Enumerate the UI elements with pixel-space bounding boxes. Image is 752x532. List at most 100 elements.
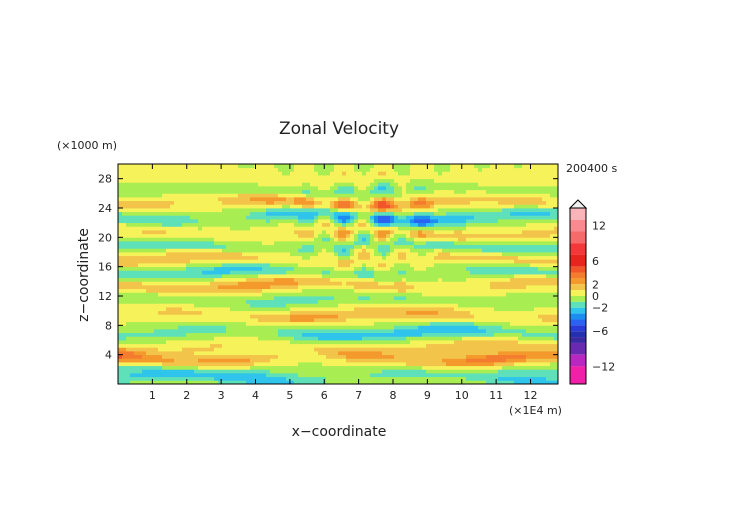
field-cell <box>442 373 447 378</box>
field-cell <box>230 365 235 370</box>
field-cell <box>258 193 263 198</box>
field-cell <box>298 182 303 187</box>
field-cell <box>358 270 363 275</box>
field-cell <box>138 288 143 293</box>
field-cell <box>130 354 135 359</box>
field-cell <box>394 230 399 235</box>
field-cell <box>446 310 451 315</box>
field-cell <box>214 277 219 282</box>
field-cell <box>342 347 347 352</box>
field-cell <box>270 222 275 227</box>
field-cell <box>238 248 243 253</box>
field-cell <box>198 277 203 282</box>
field-cell <box>274 208 279 213</box>
field-cell <box>262 230 267 235</box>
field-cell <box>218 307 223 312</box>
field-cell <box>126 233 131 238</box>
field-cell <box>190 329 195 334</box>
field-cell <box>226 314 231 319</box>
field-cell <box>290 259 295 264</box>
field-cell <box>390 299 395 304</box>
field-cell <box>426 285 431 290</box>
field-cell <box>422 285 427 290</box>
field-cell <box>214 307 219 312</box>
field-cell <box>270 376 275 381</box>
field-cell <box>206 226 211 231</box>
field-cell <box>258 270 263 275</box>
field-cell <box>378 175 383 180</box>
field-cell <box>246 354 251 359</box>
field-cell <box>186 292 191 297</box>
field-cell <box>198 270 203 275</box>
field-cell <box>234 274 239 279</box>
field-cell <box>426 329 431 334</box>
field-cell <box>178 321 183 326</box>
field-cell <box>438 219 443 224</box>
field-cell <box>258 281 263 286</box>
field-cell <box>218 233 223 238</box>
field-cell <box>326 226 331 231</box>
field-cell <box>134 193 139 198</box>
field-cell <box>446 252 451 257</box>
field-cell <box>150 171 155 176</box>
field-cell <box>154 178 159 183</box>
field-cell <box>442 365 447 370</box>
field-cell <box>126 296 131 301</box>
field-cell <box>434 175 439 180</box>
field-cell <box>142 197 147 202</box>
field-cell <box>214 274 219 279</box>
field-cell <box>174 226 179 231</box>
field-cell <box>394 263 399 268</box>
field-cell <box>234 281 239 286</box>
field-cell <box>442 186 447 191</box>
field-cell <box>366 376 371 381</box>
field-cell <box>266 226 271 231</box>
field-cell <box>270 186 275 191</box>
field-cell <box>334 351 339 356</box>
field-cell <box>418 369 423 374</box>
field-cell <box>394 362 399 367</box>
field-cell <box>138 329 143 334</box>
field-cell <box>410 252 415 257</box>
field-cell <box>210 347 215 352</box>
field-cell <box>262 332 267 337</box>
field-cell <box>170 369 175 374</box>
field-cell <box>186 178 191 183</box>
field-cell <box>202 189 207 194</box>
field-cell <box>194 292 199 297</box>
field-cell <box>358 252 363 257</box>
field-cell <box>398 193 403 198</box>
field-cell <box>310 200 315 205</box>
field-cell <box>314 347 319 352</box>
field-cell <box>198 343 203 348</box>
field-cell <box>438 270 443 275</box>
field-cell <box>390 343 395 348</box>
field-cell <box>182 318 187 323</box>
field-cell <box>406 182 411 187</box>
field-cell <box>162 215 167 220</box>
field-cell <box>190 200 195 205</box>
field-cell <box>274 347 279 352</box>
field-cell <box>158 211 163 216</box>
field-cell <box>170 365 175 370</box>
field-cell <box>134 365 139 370</box>
field-cell <box>282 358 287 363</box>
field-cell <box>154 369 159 374</box>
field-cell <box>166 182 171 187</box>
field-cell <box>306 285 311 290</box>
field-cell <box>358 248 363 253</box>
field-cell <box>230 292 235 297</box>
field-cell <box>442 369 447 374</box>
field-cell <box>442 310 447 315</box>
field-cell <box>198 347 203 352</box>
field-cell <box>218 186 223 191</box>
field-cell <box>274 314 279 319</box>
field-cell <box>374 197 379 202</box>
field-cell <box>382 292 387 297</box>
field-cell <box>238 332 243 337</box>
field-cell <box>274 171 279 176</box>
field-cell <box>230 307 235 312</box>
field-cell <box>442 288 447 293</box>
field-cell <box>218 325 223 330</box>
field-cell <box>246 292 251 297</box>
